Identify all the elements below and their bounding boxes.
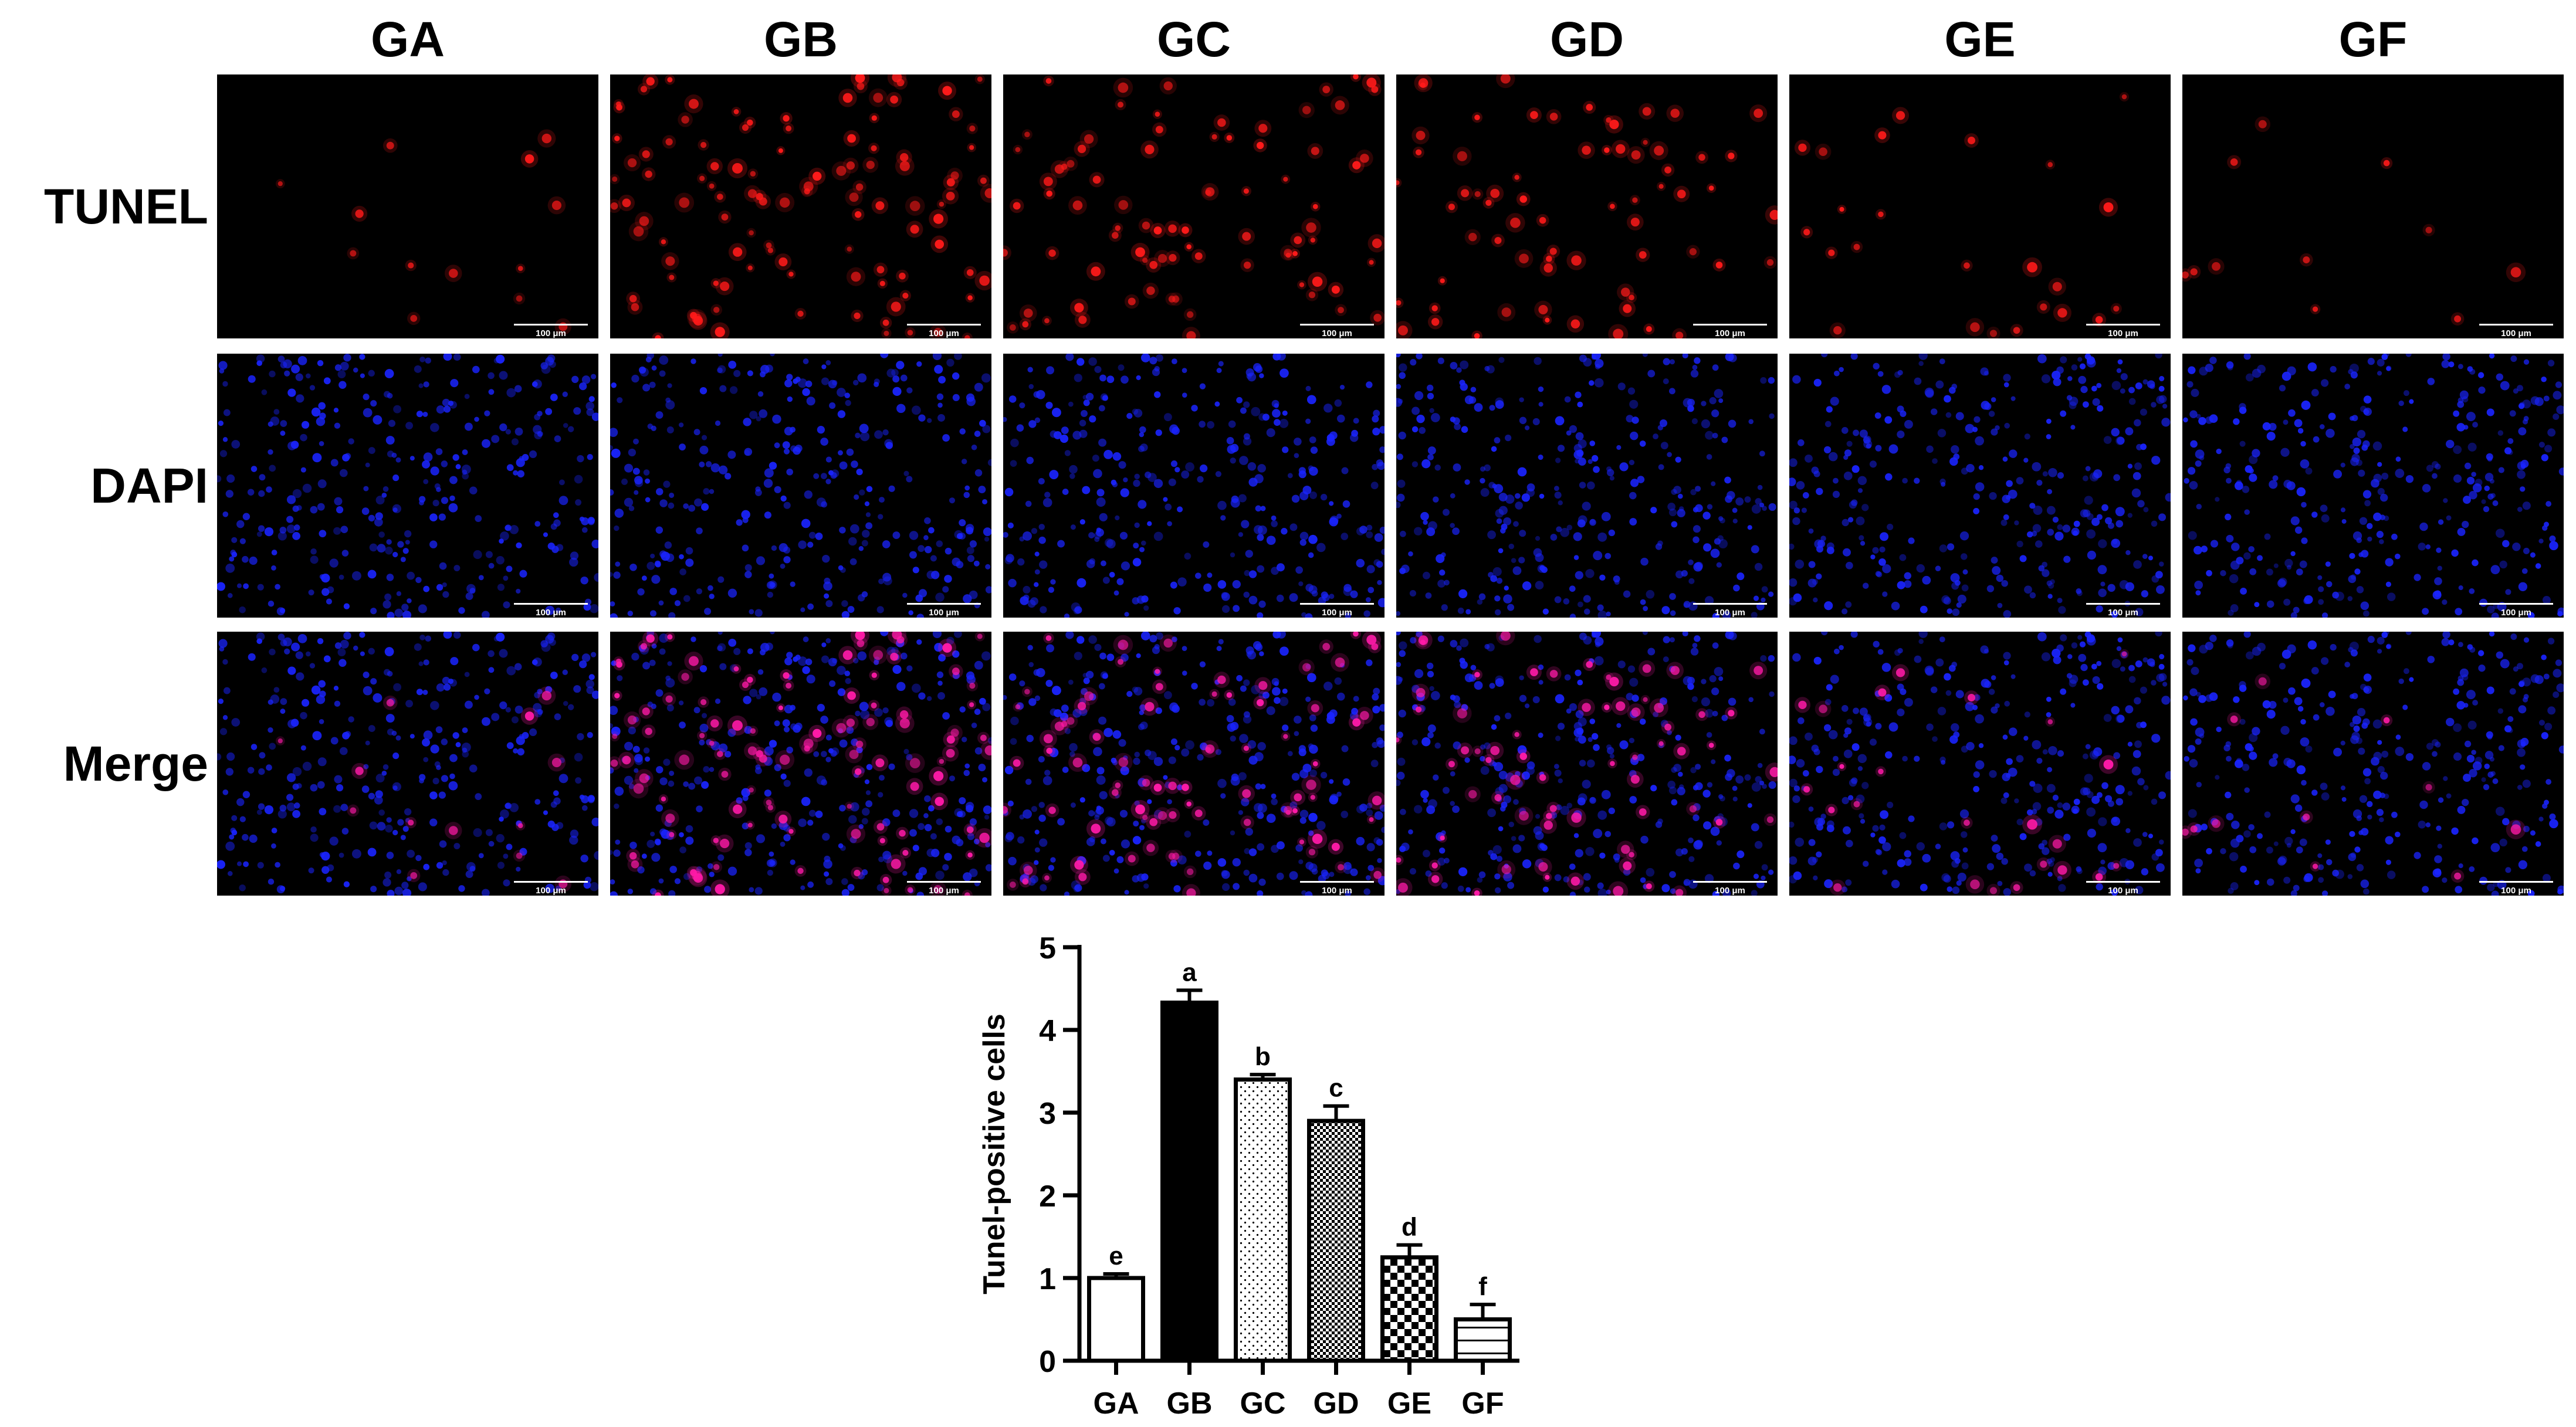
y-tick-label: 0 — [1039, 1345, 1056, 1379]
scale-bar — [514, 603, 588, 605]
y-tick-label: 3 — [1039, 1097, 1056, 1131]
column-label-gb: GB — [764, 12, 838, 67]
significance-letter: d — [1402, 1213, 1417, 1242]
scale-bar — [1693, 603, 1767, 605]
row-label-merge: Merge — [63, 736, 208, 791]
scale-bar-label: 100 μm — [1715, 886, 1745, 896]
scale-bar — [2479, 881, 2553, 883]
micrograph-dapi-gf: 100 μm — [2182, 354, 2564, 618]
bar-ga — [1087, 1276, 1145, 1363]
scale-bar — [514, 881, 588, 883]
scale-bar — [907, 881, 981, 883]
scale-bar — [2479, 324, 2553, 326]
scale-bar — [1300, 881, 1374, 883]
micrograph-tunel-gf: 100 μm — [2182, 74, 2564, 338]
micrograph-tunel-gd: 100 μm — [1396, 74, 1778, 338]
column-label-ga: GA — [371, 12, 445, 67]
scale-bar-label: 100 μm — [2108, 328, 2138, 338]
micrograph-merge-gb: 100 μm — [610, 632, 991, 896]
significance-letter: e — [1109, 1242, 1123, 1270]
scale-bar-label: 100 μm — [1322, 608, 1352, 618]
scale-bar-label: 100 μm — [2501, 608, 2531, 618]
scale-bar — [2479, 603, 2553, 605]
significance-letter: a — [1182, 958, 1197, 987]
scale-bar — [907, 324, 981, 326]
micrograph-merge-ga: 100 μm — [217, 632, 598, 896]
micrograph-dapi-ga: 100 μm — [217, 354, 598, 618]
x-tick-label: GA — [1094, 1387, 1139, 1421]
scale-bar — [2086, 881, 2160, 883]
bar-gf — [1454, 1317, 1512, 1363]
scale-bar-label: 100 μm — [1715, 608, 1745, 618]
micrograph-merge-gf: 100 μm — [2182, 632, 2564, 896]
significance-letter: c — [1329, 1074, 1343, 1103]
scale-bar-label: 100 μm — [1322, 886, 1352, 896]
scale-bar-label: 100 μm — [2501, 886, 2531, 896]
x-tick-label: GD — [1314, 1387, 1359, 1421]
column-label-ge: GE — [1944, 12, 2016, 67]
x-tick-label: GE — [1387, 1387, 1431, 1421]
micrograph-tunel-ga: 100 μm — [217, 74, 598, 338]
micrograph-dapi-gc: 100 μm — [1003, 354, 1385, 618]
x-tick-label: GB — [1167, 1387, 1213, 1421]
column-label-gd: GD — [1550, 12, 1624, 67]
scale-bar-label: 100 μm — [2501, 328, 2531, 338]
scale-bar-label: 100 μm — [1322, 328, 1352, 338]
row-label-dapi: DAPI — [90, 458, 208, 513]
scale-bar — [2086, 324, 2160, 326]
bar-gb — [1160, 1000, 1218, 1363]
scale-bar-label: 100 μm — [2108, 608, 2138, 618]
scale-bar-label: 100 μm — [536, 608, 566, 618]
significance-letter: f — [1478, 1272, 1487, 1301]
scale-bar-label: 100 μm — [929, 608, 959, 618]
scale-bar — [514, 324, 588, 326]
scale-bar — [1300, 324, 1374, 326]
micrograph-merge-gd: 100 μm — [1396, 632, 1778, 896]
micrograph-dapi-ge: 100 μm — [1789, 354, 2171, 618]
micrograph-tunel-ge: 100 μm — [1789, 74, 2171, 338]
scale-bar — [1300, 603, 1374, 605]
x-tick-label: GC — [1240, 1387, 1286, 1421]
y-tick-label: 1 — [1039, 1262, 1056, 1296]
scale-bar — [2086, 603, 2160, 605]
micrograph-dapi-gd: 100 μm — [1396, 354, 1778, 618]
y-axis-label: Tunel-positive cells — [977, 1014, 1011, 1294]
scale-bar-label: 100 μm — [1715, 328, 1745, 338]
bar-gd — [1307, 1118, 1365, 1363]
scale-bar — [1693, 324, 1767, 326]
column-label-gf: GF — [2338, 12, 2408, 67]
x-tick-label: GF — [1461, 1387, 1504, 1421]
scale-bar-label: 100 μm — [536, 886, 566, 896]
micrograph-merge-gc: 100 μm — [1003, 632, 1385, 896]
micrograph-dapi-gb: 100 μm — [610, 354, 991, 618]
significance-letter: b — [1255, 1042, 1271, 1071]
micrograph-merge-ge: 100 μm — [1789, 632, 2171, 896]
scale-bar-label: 100 μm — [2108, 886, 2138, 896]
y-tick-label: 5 — [1039, 931, 1056, 965]
scale-bar-label: 100 μm — [536, 328, 566, 338]
scale-bar — [1693, 881, 1767, 883]
scale-bar-label: 100 μm — [929, 886, 959, 896]
micrograph-tunel-gb: 100 μm — [610, 74, 991, 338]
bar-gc — [1234, 1077, 1292, 1363]
tunel-bar-chart: 0 1 2 3 4 5 Tunel-positive cells e GA a GB b GC c GD d G… — [977, 931, 1519, 1421]
column-label-gc: GC — [1157, 12, 1231, 67]
y-tick-label: 2 — [1039, 1179, 1056, 1214]
y-tick-label: 4 — [1039, 1014, 1056, 1048]
scale-bar-label: 100 μm — [929, 328, 959, 338]
scale-bar — [907, 603, 981, 605]
row-label-tunel: TUNEL — [44, 179, 208, 234]
micrograph-tunel-gc: 100 μm — [1003, 74, 1385, 338]
bar-ge — [1380, 1255, 1438, 1363]
